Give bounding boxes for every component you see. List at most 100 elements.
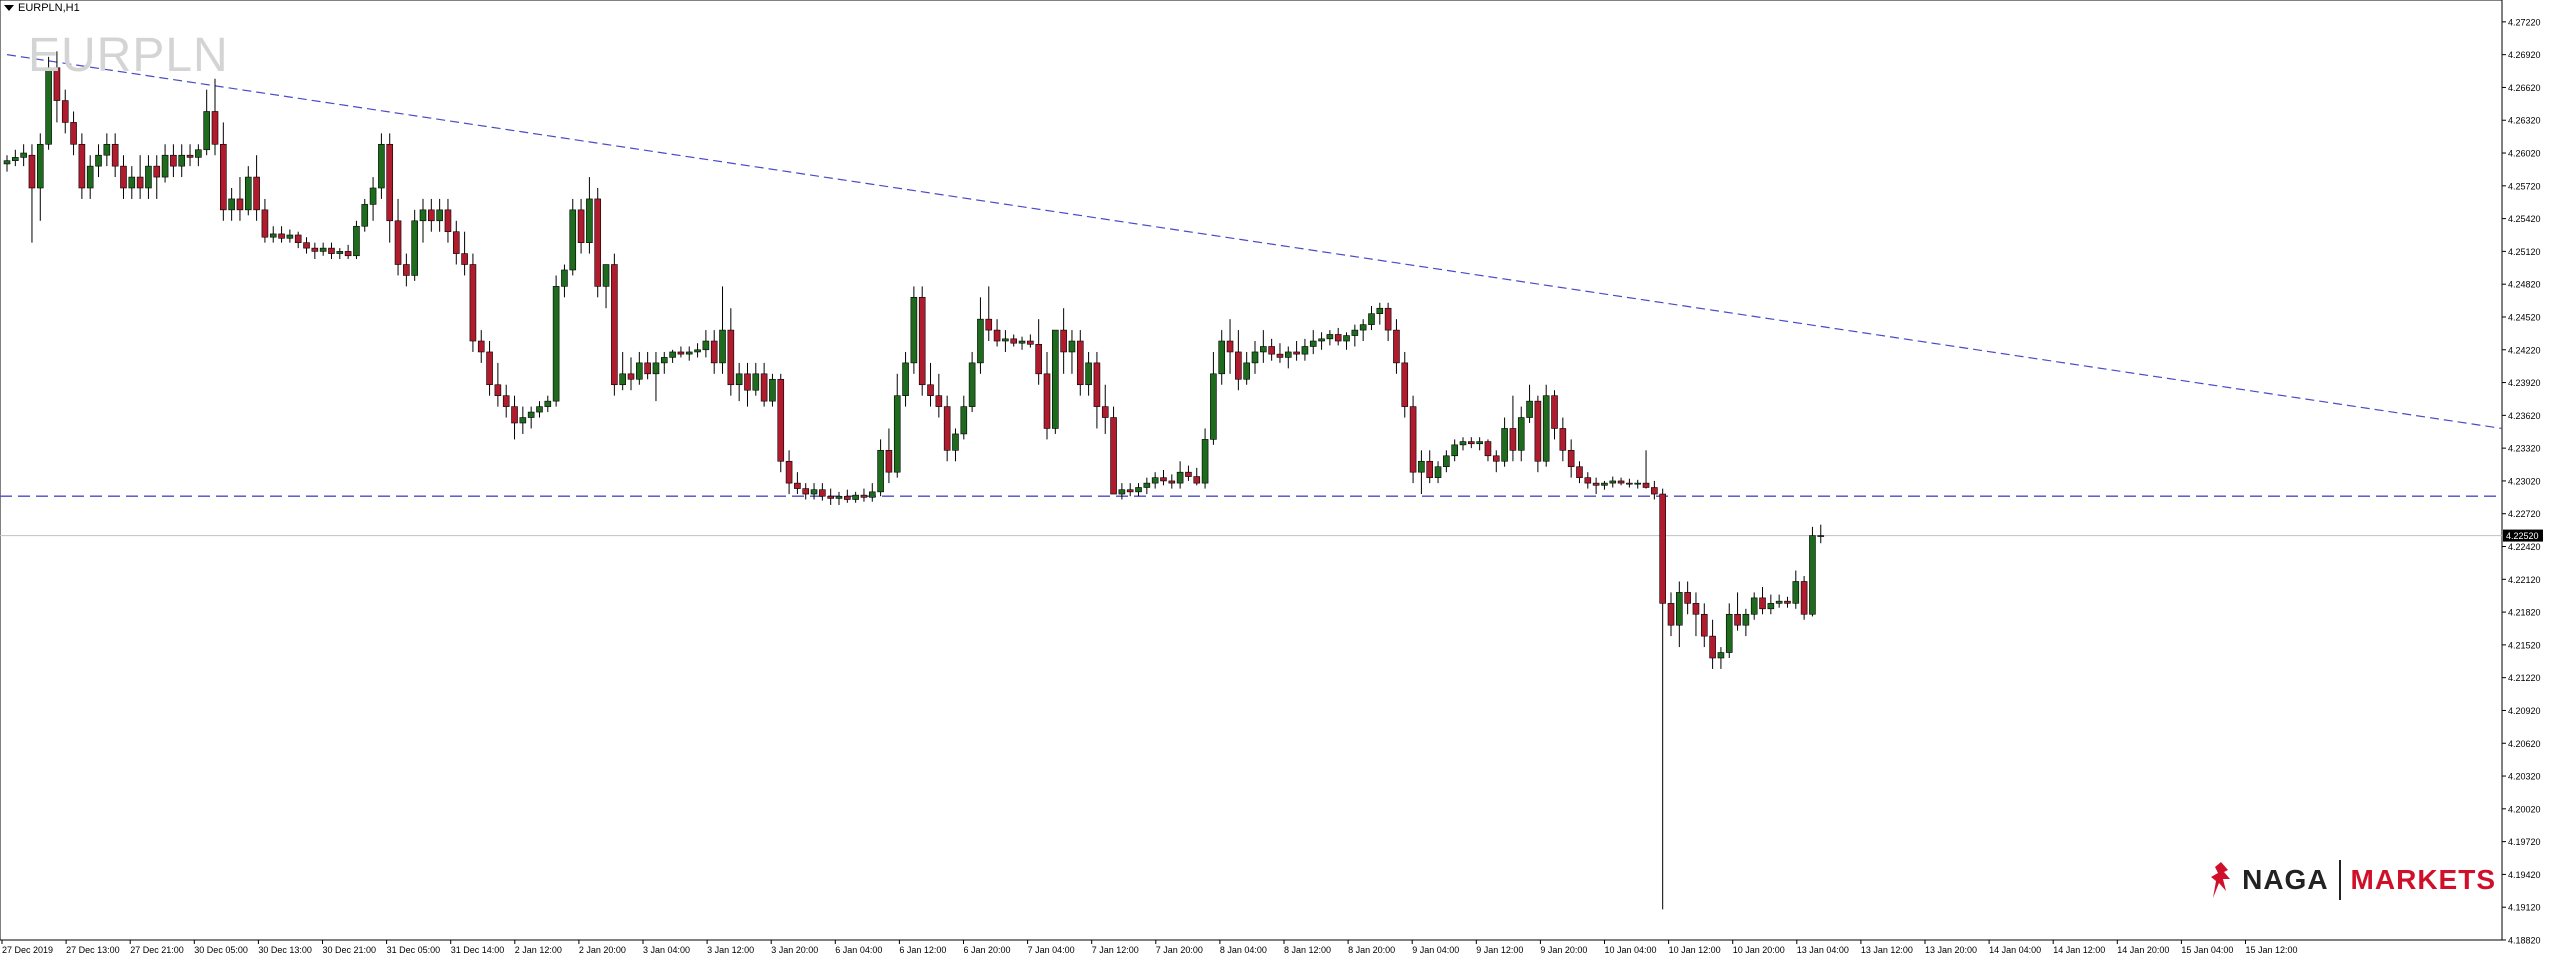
- candle: [336, 248, 344, 260]
- candle-body: [1742, 613, 1750, 626]
- candle: [1692, 592, 1700, 637]
- candle: [419, 198, 427, 243]
- x-tick-label: 30 Dec 05:00: [194, 945, 248, 955]
- candle-body: [710, 340, 718, 364]
- candle-body: [120, 165, 127, 189]
- candle: [1226, 319, 1234, 374]
- candle: [910, 286, 918, 374]
- candle-body: [561, 269, 568, 287]
- candle-body: [1792, 581, 1800, 604]
- candle: [844, 489, 851, 503]
- candle: [1775, 594, 1783, 608]
- candle: [1484, 439, 1492, 462]
- y-tick-label: 4.22420: [2508, 542, 2541, 552]
- candle-body: [594, 198, 602, 287]
- candle: [12, 149, 19, 167]
- candle-body: [111, 143, 119, 167]
- candle-body: [844, 495, 851, 500]
- candle-body: [1218, 340, 1226, 375]
- candle: [1426, 450, 1434, 484]
- candle-body: [278, 233, 285, 239]
- candle-body: [294, 234, 302, 243]
- candle-body: [1468, 441, 1475, 445]
- candle: [685, 346, 693, 361]
- candle: [70, 111, 77, 156]
- candle: [893, 373, 901, 478]
- candle-body: [220, 143, 227, 211]
- candle: [203, 89, 210, 156]
- candle: [952, 428, 959, 462]
- candle: [1817, 524, 1825, 544]
- candle: [1584, 472, 1592, 489]
- candle: [1476, 437, 1483, 451]
- candle: [860, 488, 868, 502]
- candle-body: [394, 220, 402, 265]
- candle-body: [652, 362, 660, 375]
- x-tick-label: 6 Jan 20:00: [964, 945, 1011, 955]
- candle: [1002, 330, 1009, 352]
- candle: [53, 51, 61, 123]
- candle-body: [419, 209, 427, 222]
- candle: [1018, 336, 1026, 350]
- candle-body: [1459, 441, 1467, 446]
- y-tick-label: 4.23620: [2508, 411, 2541, 421]
- candle: [527, 406, 535, 429]
- symbol-label: EURPLN,H1: [18, 2, 80, 14]
- candle-body: [1451, 444, 1458, 457]
- candle-body: [802, 488, 810, 495]
- candle: [1559, 417, 1567, 462]
- x-tick-label: 2 Jan 20:00: [579, 945, 626, 955]
- candle: [760, 362, 768, 407]
- candle: [444, 198, 452, 243]
- candle-body: [1268, 346, 1275, 355]
- candle-body: [1251, 351, 1259, 364]
- x-tick-label: 10 Jan 04:00: [1605, 945, 1657, 955]
- candle: [1359, 319, 1367, 342]
- candle-body: [735, 373, 743, 386]
- candle-body: [78, 143, 86, 189]
- candle: [1509, 395, 1517, 462]
- candle: [719, 286, 726, 374]
- time-axis: 27 Dec 2019 27 Dec 13:00 27 Dec 21:00 30 De…: [1, 940, 2298, 955]
- candle-body: [611, 264, 618, 386]
- candle-body: [1185, 471, 1192, 477]
- candle: [319, 242, 327, 256]
- candle-body: [1343, 335, 1350, 342]
- x-tick-label: 6 Jan 12:00: [899, 945, 946, 955]
- candle-body: [344, 251, 352, 257]
- candle-body: [893, 395, 901, 473]
- candle-body: [128, 176, 136, 189]
- candle-body: [136, 176, 144, 189]
- candle-body: [1534, 400, 1542, 462]
- candle: [269, 226, 277, 243]
- candle-body: [1093, 362, 1101, 407]
- x-tick-label: 6 Jan 04:00: [835, 945, 882, 955]
- candle-body: [1151, 477, 1159, 484]
- candle: [461, 231, 468, 276]
- candle-body: [960, 406, 968, 435]
- x-tick-label: 27 Dec 13:00: [66, 945, 120, 955]
- candle: [960, 395, 968, 440]
- candle: [902, 351, 909, 407]
- dropdown-triangle-icon[interactable]: [4, 5, 14, 11]
- symbol-header[interactable]: EURPLN,H1: [4, 2, 80, 14]
- x-tick-label: 13 Jan 12:00: [1861, 945, 1913, 955]
- candle-body: [1651, 487, 1658, 495]
- candle-body: [602, 264, 610, 287]
- candle-body: [228, 198, 235, 211]
- candle: [1734, 592, 1741, 631]
- symbol-watermark: EURPLN: [28, 29, 229, 82]
- candle-body: [636, 362, 643, 380]
- candle: [785, 450, 793, 495]
- candle: [120, 155, 127, 199]
- candle-body: [61, 100, 69, 123]
- candle: [61, 89, 69, 134]
- candle-body: [1068, 340, 1076, 353]
- candle-body: [918, 297, 926, 386]
- candle: [153, 155, 161, 199]
- candle-body: [328, 247, 335, 254]
- candle: [993, 319, 1001, 347]
- candle: [1609, 476, 1617, 488]
- candle: [1642, 450, 1650, 489]
